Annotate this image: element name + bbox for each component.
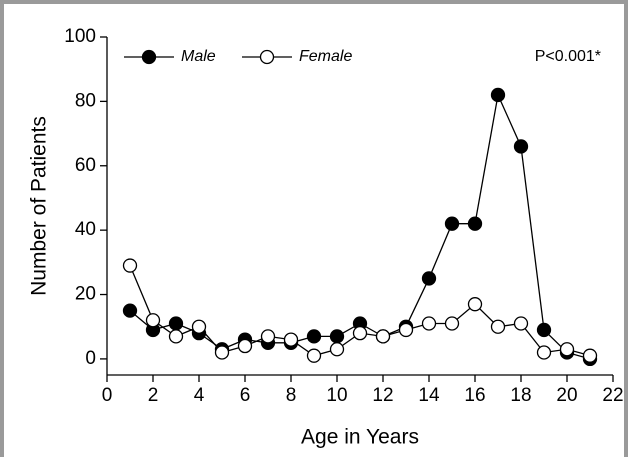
y-tick-label: 60	[75, 155, 96, 176]
point	[536, 345, 552, 360]
point	[168, 329, 184, 344]
point	[421, 316, 437, 331]
point	[444, 216, 460, 231]
point	[329, 342, 345, 357]
y-tick-label: 0	[85, 348, 96, 369]
point	[352, 326, 368, 341]
point	[122, 258, 138, 273]
series-line	[129, 265, 591, 357]
y-tick-label: 20	[75, 284, 96, 305]
point	[260, 329, 276, 344]
x-tick-label: 6	[240, 385, 251, 406]
x-tick-label: 16	[464, 385, 485, 406]
legend-marker	[141, 49, 157, 65]
point	[582, 348, 598, 363]
point	[490, 319, 506, 334]
legend-marker	[259, 49, 275, 65]
point	[122, 303, 138, 318]
point	[467, 216, 483, 231]
point	[513, 316, 529, 331]
x-axis-label: Age in Years	[301, 426, 419, 449]
annotation: P<0.001*	[535, 48, 601, 65]
y-tick-label: 100	[64, 26, 96, 47]
x-tick-label: 20	[556, 385, 577, 406]
point	[513, 139, 529, 154]
point	[398, 322, 414, 338]
x-tick-label: 10	[326, 385, 347, 406]
x-tick-label: 14	[418, 385, 440, 406]
x-tick-label: 12	[372, 385, 393, 406]
point	[536, 322, 552, 338]
y-axis-label: Number of Patients	[28, 116, 51, 296]
x-tick-label: 8	[286, 385, 297, 406]
y-tick-label: 80	[75, 90, 96, 111]
point	[191, 319, 207, 334]
x-tick-label: 0	[102, 385, 113, 406]
x-tick-label: 22	[602, 385, 623, 406]
point	[168, 316, 184, 331]
point	[375, 329, 391, 344]
point	[467, 297, 483, 312]
point	[214, 345, 230, 360]
legend-label: Female	[299, 48, 352, 65]
point	[306, 329, 322, 344]
y-tick-label: 40	[75, 219, 96, 240]
x-tick-label: 18	[510, 385, 531, 406]
point	[306, 348, 322, 363]
point	[283, 332, 299, 347]
point	[559, 342, 575, 357]
legend-label: Male	[181, 48, 216, 65]
point	[421, 271, 437, 286]
x-tick-label: 2	[148, 385, 159, 406]
point	[237, 338, 253, 354]
x-tick-label: 4	[194, 385, 205, 406]
point	[490, 87, 506, 103]
point	[145, 313, 161, 328]
point	[444, 316, 460, 331]
point	[329, 329, 345, 344]
